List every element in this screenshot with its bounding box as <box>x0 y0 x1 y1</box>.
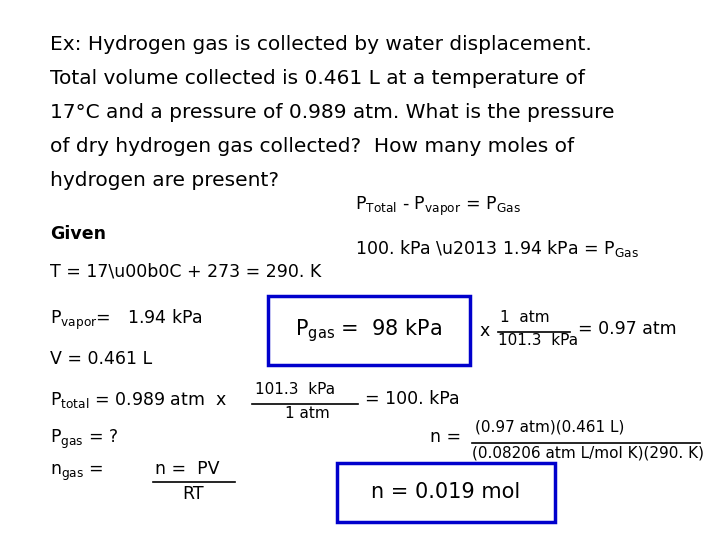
Text: T = 17\u00b0C + 273 = 290. K: T = 17\u00b0C + 273 = 290. K <box>50 263 321 281</box>
Text: 101.3  kPa: 101.3 kPa <box>255 382 335 397</box>
FancyBboxPatch shape <box>337 463 555 522</box>
Text: n =: n = <box>430 428 461 446</box>
Text: 1 atm: 1 atm <box>285 406 330 421</box>
Text: P$_{\rm gas}$ = ?: P$_{\rm gas}$ = ? <box>50 428 118 451</box>
Text: n$_{\rm gas}$ =: n$_{\rm gas}$ = <box>50 463 104 483</box>
Text: V = 0.461 L: V = 0.461 L <box>50 350 152 368</box>
Text: x: x <box>480 322 490 340</box>
Text: RT: RT <box>182 485 204 503</box>
Text: hydrogen are present?: hydrogen are present? <box>50 171 279 190</box>
Text: 101.3  kPa: 101.3 kPa <box>498 333 578 348</box>
Text: P$_{\rm Total}$ - P$_{\rm vapor}$ = P$_{\rm Gas}$: P$_{\rm Total}$ - P$_{\rm vapor}$ = P$_{… <box>355 195 521 218</box>
Text: Total volume collected is 0.461 L at a temperature of: Total volume collected is 0.461 L at a t… <box>50 69 585 88</box>
Text: n = 0.019 mol: n = 0.019 mol <box>372 483 521 503</box>
Text: 1  atm: 1 atm <box>500 310 549 325</box>
Text: = 100. kPa: = 100. kPa <box>365 390 459 408</box>
Text: Given: Given <box>50 225 106 243</box>
Text: (0.08206 atm L/mol K)(290. K): (0.08206 atm L/mol K)(290. K) <box>472 445 704 460</box>
Text: P$_{\rm total}$ = 0.989 atm  x: P$_{\rm total}$ = 0.989 atm x <box>50 390 227 410</box>
Text: P$_{\rm vapor}$=   1.94 kPa: P$_{\rm vapor}$= 1.94 kPa <box>50 308 203 332</box>
Text: P$_{\rm gas}$ =  98 kPa: P$_{\rm gas}$ = 98 kPa <box>295 317 443 344</box>
Text: n =  PV: n = PV <box>155 460 220 478</box>
Text: Ex: Hydrogen gas is collected by water displacement.: Ex: Hydrogen gas is collected by water d… <box>50 35 592 54</box>
Text: 17°C and a pressure of 0.989 atm. What is the pressure: 17°C and a pressure of 0.989 atm. What i… <box>50 103 614 122</box>
Text: of dry hydrogen gas collected?  How many moles of: of dry hydrogen gas collected? How many … <box>50 137 574 156</box>
Text: (0.97 atm)(0.461 L): (0.97 atm)(0.461 L) <box>475 420 624 435</box>
Text: 100. kPa \u2013 1.94 kPa = P$_{\rm Gas}$: 100. kPa \u2013 1.94 kPa = P$_{\rm Gas}$ <box>355 238 639 259</box>
FancyBboxPatch shape <box>268 296 470 365</box>
Text: = 0.97 atm: = 0.97 atm <box>578 320 677 338</box>
